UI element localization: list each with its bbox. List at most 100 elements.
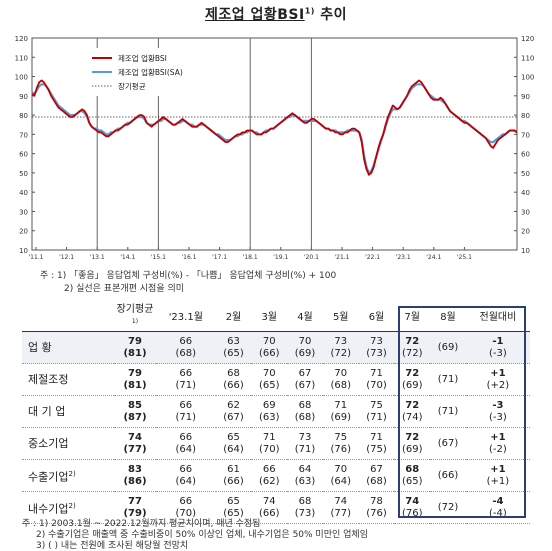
x-tick-label: '23.1: [396, 254, 411, 261]
x-tick-label: '12.1: [59, 254, 74, 261]
y-tick-label: 120: [15, 35, 28, 43]
x-tick-label: '15.1: [151, 254, 166, 261]
x-tick-label: '17.1: [212, 254, 227, 261]
y-tick-label: 30: [19, 208, 28, 216]
header-col: '23.1월: [156, 304, 216, 333]
y-tick-label: 100: [15, 74, 28, 82]
row-label: 제절조정: [22, 363, 114, 397]
table-cell: 70 (65): [251, 363, 288, 397]
table-cell: 68 (68): [287, 395, 323, 429]
y-tick-label-right: 70: [521, 131, 530, 139]
table-row: 업 황 79 (81) 66 (68) 63 (65) 70 (66) 70 (69) 73 (72) 7…: [22, 331, 530, 365]
x-tick-label: '21.1: [334, 254, 349, 261]
table-cell: (69): [430, 331, 466, 365]
table-cell: 71 (70): [251, 427, 288, 461]
table-row: 제절조정 79 (81) 66 (71) 68 (66) 70 (65) 67 (67) 70 (68)…: [22, 363, 530, 397]
table-cell: 73 (73): [358, 331, 395, 365]
y-tick-label-right: 50: [521, 170, 530, 178]
x-tick-label: '14.1: [120, 254, 135, 261]
row-label: 수출기업2): [22, 459, 114, 493]
row-long-term-avg: 79 (81): [114, 331, 156, 365]
row-long-term-avg: 74 (77): [114, 427, 156, 461]
table-cell: 72 (69): [394, 427, 431, 461]
table-cell: 65 (65): [215, 491, 252, 525]
table-cell: 66 (64): [156, 427, 216, 461]
table-cell: -1 (-3): [465, 331, 530, 365]
table-cell: +1 (-2): [465, 427, 530, 461]
table-row: 수출기업2) 83 (86) 66 (64) 61 (66) 66 (62) 64 (63) 70 (6…: [22, 459, 530, 493]
footnote-2: 2) 수출기업은 매출액 중 수출비중이 50% 이상인 업체, 내수기업은 5…: [36, 530, 368, 540]
table-cell: 66 (68): [156, 331, 216, 365]
table-header-row: 장기평균1) '23.1월 2월 3월 4월 5월 6월 7월 8월 전월대비: [22, 304, 530, 333]
row-label: 대 기 업: [22, 395, 114, 429]
x-tick-label: '24.1: [426, 254, 441, 261]
y-tick-label-right: 30: [521, 208, 530, 216]
header-blank: [22, 304, 114, 333]
table-cell: 71 (70): [358, 363, 395, 397]
footnote-3: 3) ( ) 내는 전원에 조사된 해당월 전망치: [36, 541, 189, 551]
y-tick-label-right: 80: [521, 112, 530, 120]
table-cell: 74 (76): [394, 491, 431, 525]
row-label: 업 황: [22, 331, 114, 365]
table-cell: 78 (76): [358, 491, 395, 525]
row-long-term-avg: 79 (81): [114, 363, 156, 397]
legend-label: 제조업 업황BSI(SA): [118, 67, 183, 77]
y-tick-label: 110: [15, 54, 28, 62]
table-row: 내수기업2) 77 (79) 66 (70) 65 (65) 74 (66) 68 (73) 74 (7…: [22, 491, 530, 525]
table-cell: 71 (75): [358, 427, 395, 461]
table-cell: 68 (73): [287, 491, 323, 525]
bsi-table: 장기평균1) '23.1월 2월 3월 4월 5월 6월 7월 8월 전월대비 …: [22, 304, 530, 525]
y-tick-label-right: 60: [521, 151, 530, 159]
table-cell: (67): [430, 427, 466, 461]
header-col: 5월: [322, 304, 359, 333]
y-tick-label-right: 40: [521, 189, 530, 197]
table-cell: 66 (62): [251, 459, 288, 493]
bsi-line-chart: 10 10 20 20 30 30 40 40 50 50 60 60 70 70 80 80 90 90 100 1…: [15, 35, 535, 261]
table-cell: 75 (71): [358, 395, 395, 429]
row-long-term-avg: 85 (87): [114, 395, 156, 429]
y-tick-label: 20: [19, 228, 28, 236]
y-tick-label: 40: [19, 189, 28, 197]
header-col: 6월: [358, 304, 395, 333]
table-cell: +1 (+2): [465, 363, 530, 397]
y-tick-label: 80: [19, 112, 28, 120]
table-cell: (71): [430, 363, 466, 397]
table-cell: 63 (65): [215, 331, 252, 365]
y-tick-label-right: 110: [521, 54, 534, 62]
x-tick-label: '13.1: [90, 254, 105, 261]
table-cell: 70 (69): [287, 331, 323, 365]
y-tick-label-right: 10: [521, 247, 530, 255]
series-bsi-line: [31, 79, 518, 176]
table-row: 대 기 업 85 (87) 66 (71) 62 (67) 69 (63) 68 (68) 71 (69…: [22, 395, 530, 429]
row-label: 중소기업: [22, 427, 114, 461]
row-label: 내수기업2): [22, 491, 114, 525]
legend-label: 제조업 업황BSI: [118, 53, 167, 63]
x-tick-label: '16.1: [181, 254, 196, 261]
table-cell: 73 (71): [287, 427, 323, 461]
table-cell: 66 (71): [156, 395, 216, 429]
y-tick-label-right: 120: [521, 35, 534, 43]
title-sup: 1): [304, 6, 315, 16]
y-tick-label-right: 100: [521, 74, 534, 82]
footnote-1: 주 : 1) 2003.1월 ~ 2022.12월까지 평균치이며, 매년 수정…: [22, 519, 261, 529]
header-col: 3월: [251, 304, 288, 333]
table-cell: 66 (70): [156, 491, 216, 525]
table-cell: 68 (65): [394, 459, 431, 493]
table-cell: 73 (72): [322, 331, 359, 365]
table-cell: 64 (63): [287, 459, 323, 493]
row-long-term-avg: 83 (86): [114, 459, 156, 493]
table-cell: 70 (66): [251, 331, 288, 365]
header-avg: 장기평균1): [114, 304, 156, 333]
page-title: 제조업 업황BSI1) 추이: [0, 4, 552, 24]
table-cell: -3 (-3): [465, 395, 530, 429]
y-tick-label: 60: [19, 151, 28, 159]
table-cell: 70 (64): [322, 459, 359, 493]
table-cell: 66 (71): [156, 363, 216, 397]
x-tick-label: '22.1: [365, 254, 380, 261]
table-cell: 71 (69): [322, 395, 359, 429]
table-cell: 67 (67): [287, 363, 323, 397]
y-tick-label-right: 20: [521, 228, 530, 236]
table-cell: 72 (69): [394, 363, 431, 397]
chart-note-1: 주 : 1) 「좋음」 응답업체 구성비(%) - 「나쁨」 응답업체 구성비(…: [40, 271, 337, 281]
x-tick-label: '18.1: [243, 254, 258, 261]
